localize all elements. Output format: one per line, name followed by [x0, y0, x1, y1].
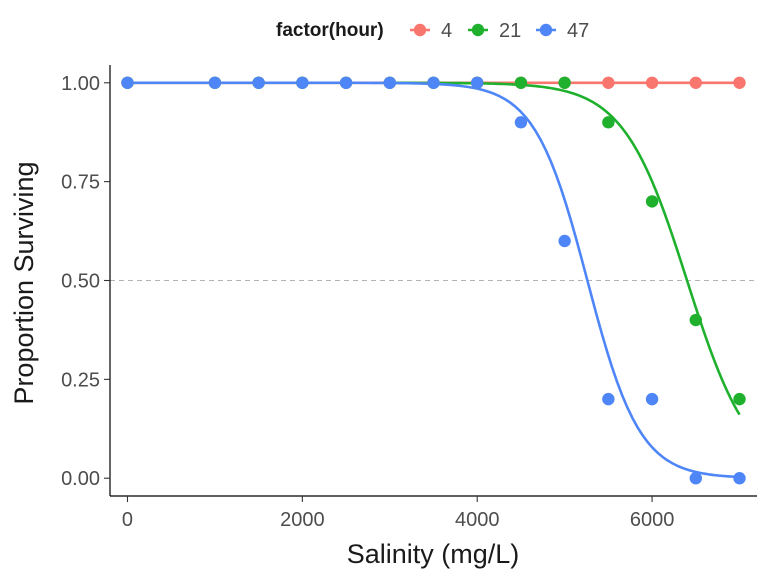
- legend-key-point: [413, 23, 427, 37]
- data-point-47: [602, 392, 615, 406]
- y-tick-label: 0.75: [61, 172, 100, 194]
- y-tick-label: 1.00: [61, 73, 100, 95]
- y-tick-label: 0.50: [61, 271, 100, 293]
- legend-title: factor(hour): [276, 20, 384, 41]
- data-point-47: [427, 76, 440, 89]
- data-point-4: [645, 76, 659, 89]
- data-point-4: [602, 76, 615, 89]
- data-point-47: [296, 76, 309, 89]
- data-point-21: [602, 116, 615, 129]
- y-axis-title: Proportion Surviving: [9, 161, 39, 404]
- data-point-47: [208, 76, 222, 89]
- y-tick-label: 0.25: [61, 369, 100, 391]
- y-tick-label: 0.00: [61, 468, 100, 490]
- data-point-47: [558, 234, 571, 248]
- legend-label: 21: [499, 20, 521, 42]
- x-tick-label: 4000: [455, 509, 500, 531]
- data-point-21: [645, 195, 659, 208]
- legend-label: 4: [441, 20, 452, 42]
- x-tick-label: 6000: [630, 509, 675, 531]
- fit-line-21: [389, 81, 741, 416]
- data-point-47: [252, 76, 265, 89]
- data-point-21: [514, 76, 528, 89]
- legend-label: 47: [567, 20, 589, 42]
- x-axis-title: Salinity (mg/L): [347, 539, 520, 569]
- data-point-21: [558, 76, 571, 89]
- data-point-4: [733, 76, 746, 89]
- data-point-47: [514, 116, 528, 129]
- plot-area: [110, 76, 757, 485]
- data-point-47: [383, 76, 396, 89]
- data-point-47: [733, 472, 746, 485]
- data-point-47: [645, 392, 659, 406]
- axes: 0 2000 4000 6000 0.00 0.25 0.50 0.75 1.00: [61, 65, 757, 531]
- fit-line-47: [127, 81, 740, 479]
- x-tick-label: 2000: [280, 509, 325, 531]
- x-tick-label: 0: [122, 509, 133, 531]
- data-point-21: [733, 392, 746, 406]
- legend-key-point: [539, 23, 553, 37]
- data-point-47: [339, 76, 353, 89]
- legend-key-point: [471, 23, 485, 37]
- legend: factor(hour) 4 21 47: [276, 20, 589, 42]
- data-point-47: [689, 472, 702, 485]
- data-point-21: [689, 313, 702, 327]
- data-point-4: [689, 76, 702, 89]
- data-point-47: [121, 76, 134, 89]
- data-point-47: [471, 76, 484, 89]
